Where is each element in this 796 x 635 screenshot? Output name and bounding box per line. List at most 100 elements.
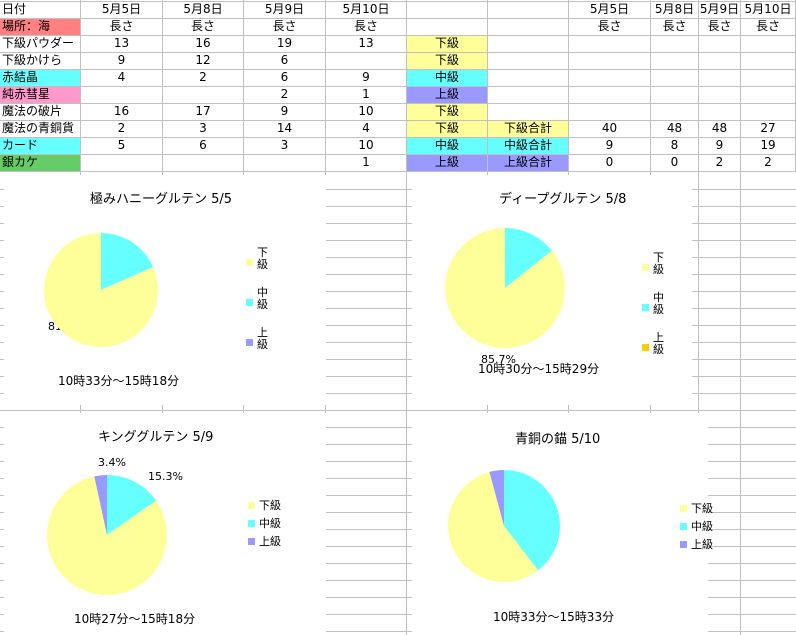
summary-label-cell[interactable]: 下級合計: [488, 121, 569, 138]
cell[interactable]: [699, 70, 741, 87]
item-value-cell[interactable]: 10: [326, 104, 407, 121]
rank-cell[interactable]: 下級: [407, 36, 488, 53]
rank-cell[interactable]: 下級: [407, 53, 488, 70]
item-value-cell[interactable]: [81, 87, 163, 104]
summary-length-cell[interactable]: 長さ: [699, 19, 741, 36]
rank-cell[interactable]: 中級: [407, 70, 488, 87]
cell[interactable]: [699, 0, 741, 2]
summary-date-cell[interactable]: 5月8日: [651, 2, 699, 19]
summary-value-cell[interactable]: 2: [699, 155, 741, 172]
item-value-cell[interactable]: 6: [163, 138, 244, 155]
date-cell[interactable]: 5月5日: [81, 2, 163, 19]
cell[interactable]: [569, 53, 651, 70]
item-name-cell[interactable]: 魔法の破片: [0, 104, 81, 121]
summary-length-cell[interactable]: 長さ: [651, 19, 699, 36]
summary-value-cell[interactable]: 9: [699, 138, 741, 155]
item-value-cell[interactable]: 14: [244, 121, 326, 138]
rank-cell[interactable]: 下級: [407, 104, 488, 121]
cell[interactable]: [326, 0, 407, 2]
summary-date-cell[interactable]: 5月9日: [699, 2, 741, 19]
rank-cell[interactable]: 上級: [407, 155, 488, 172]
cell[interactable]: [569, 87, 651, 104]
rank-cell[interactable]: 上級: [407, 87, 488, 104]
cell[interactable]: [0, 0, 81, 2]
summary-value-cell[interactable]: 8: [651, 138, 699, 155]
item-name-cell[interactable]: 銀カケ: [0, 155, 81, 172]
item-value-cell[interactable]: 17: [163, 104, 244, 121]
cell[interactable]: [488, 19, 569, 36]
length-label-cell[interactable]: 長さ: [244, 19, 326, 36]
pie-slice-下級[interactable]: [47, 476, 168, 596]
item-value-cell[interactable]: [163, 155, 244, 172]
item-value-cell[interactable]: 1: [326, 87, 407, 104]
item-value-cell[interactable]: 13: [326, 36, 407, 53]
cell[interactable]: [407, 19, 488, 36]
pie-slice-上級[interactable]: [489, 470, 504, 526]
item-value-cell[interactable]: 9: [326, 70, 407, 87]
length-label-cell[interactable]: 長さ: [326, 19, 407, 36]
cell[interactable]: [488, 0, 569, 2]
item-value-cell[interactable]: 2: [244, 87, 326, 104]
cell[interactable]: [488, 53, 569, 70]
cell[interactable]: [699, 87, 741, 104]
cell[interactable]: [651, 104, 699, 121]
cell[interactable]: [699, 36, 741, 53]
item-name-cell[interactable]: 下級パウダー: [0, 36, 81, 53]
date-cell[interactable]: 5月9日: [244, 2, 326, 19]
length-label-cell[interactable]: 長さ: [163, 19, 244, 36]
pie-slice-下級[interactable]: [444, 228, 565, 348]
pie-slice-下級[interactable]: [43, 233, 158, 347]
cell[interactable]: [651, 53, 699, 70]
cell[interactable]: [488, 104, 569, 121]
rank-cell[interactable]: 中級: [407, 138, 488, 155]
item-name-cell[interactable]: 赤結晶: [0, 70, 81, 87]
cell[interactable]: [488, 87, 569, 104]
cell[interactable]: [651, 36, 699, 53]
item-value-cell[interactable]: 9: [244, 104, 326, 121]
item-value-cell[interactable]: 6: [244, 53, 326, 70]
summary-value-cell[interactable]: 0: [569, 155, 651, 172]
summary-date-cell[interactable]: 5月5日: [569, 2, 651, 19]
item-value-cell[interactable]: [163, 87, 244, 104]
cell[interactable]: [488, 2, 569, 19]
item-name-cell[interactable]: 下級かけら: [0, 53, 81, 70]
cell[interactable]: [699, 53, 741, 70]
item-value-cell[interactable]: 16: [81, 104, 163, 121]
cell[interactable]: [488, 36, 569, 53]
pie-slice-中級[interactable]: [504, 470, 561, 571]
cell[interactable]: [407, 0, 488, 2]
item-value-cell[interactable]: 1: [326, 155, 407, 172]
cell[interactable]: [651, 70, 699, 87]
cell[interactable]: [651, 87, 699, 104]
cell[interactable]: [569, 70, 651, 87]
item-value-cell[interactable]: 10: [326, 138, 407, 155]
cell[interactable]: [81, 0, 163, 2]
cell[interactable]: [569, 36, 651, 53]
pie-slice-中級[interactable]: [107, 475, 157, 535]
cell[interactable]: [569, 104, 651, 121]
cell[interactable]: [699, 104, 741, 121]
cell[interactable]: [488, 70, 569, 87]
item-name-cell[interactable]: カード: [0, 138, 81, 155]
pie-slice-上級[interactable]: [94, 475, 107, 535]
summary-value-cell[interactable]: 40: [569, 121, 651, 138]
pie-slice-下級[interactable]: [448, 471, 539, 582]
item-value-cell[interactable]: 19: [244, 36, 326, 53]
date-cell[interactable]: 5月8日: [163, 2, 244, 19]
item-value-cell[interactable]: 2: [81, 121, 163, 138]
item-value-cell[interactable]: 3: [244, 138, 326, 155]
item-value-cell[interactable]: [326, 53, 407, 70]
item-value-cell[interactable]: [244, 155, 326, 172]
pie-slice-中級[interactable]: [101, 233, 154, 290]
item-value-cell[interactable]: 6: [244, 70, 326, 87]
pie-slice-中級[interactable]: [505, 228, 552, 288]
cell[interactable]: [407, 2, 488, 19]
summary-label-cell[interactable]: 中級合計: [488, 138, 569, 155]
summary-value-cell[interactable]: 48: [651, 121, 699, 138]
summary-value-cell[interactable]: 0: [651, 155, 699, 172]
item-name-cell[interactable]: 純赤彗星: [0, 87, 81, 104]
cell[interactable]: [569, 0, 651, 2]
item-value-cell[interactable]: 3: [163, 121, 244, 138]
item-value-cell[interactable]: 4: [326, 121, 407, 138]
cell[interactable]: [244, 0, 326, 2]
